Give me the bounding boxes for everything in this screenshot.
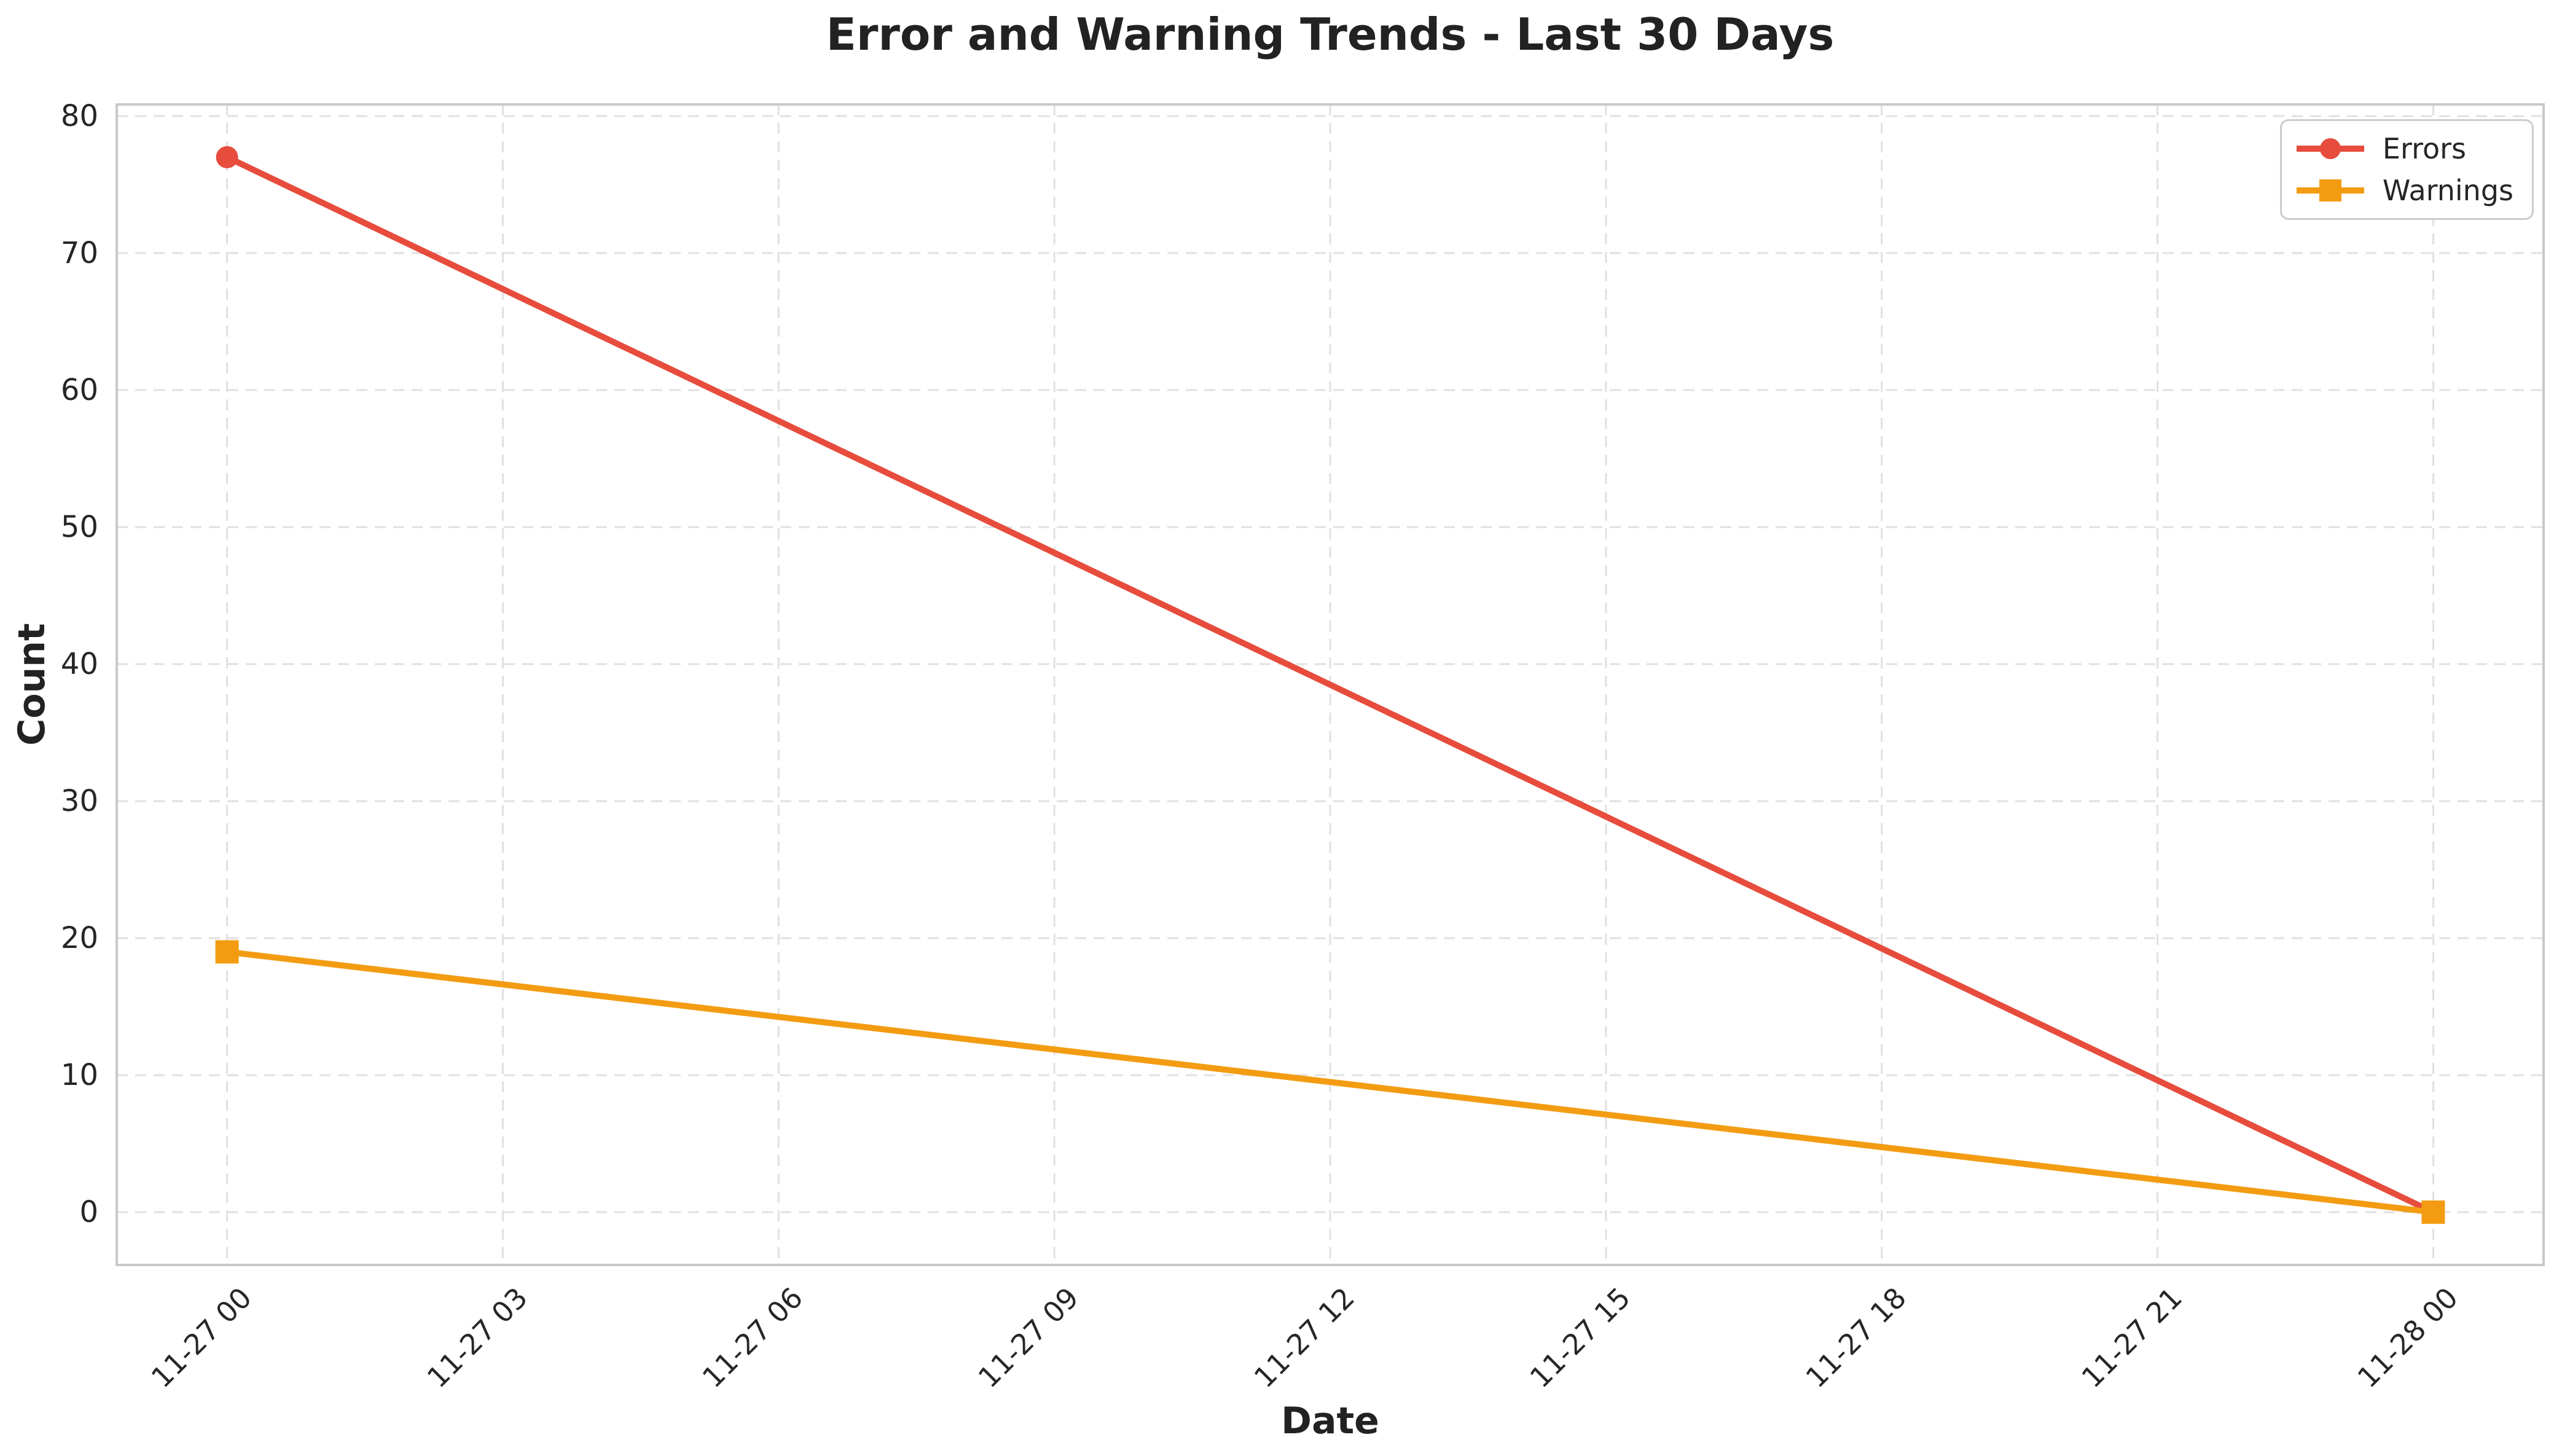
legend-circle-marker-icon — [2296, 138, 2364, 159]
legend-item-warnings: Warnings — [2296, 174, 2513, 207]
series-line-warnings — [224, 949, 2437, 1216]
y-tick-label: 80 — [60, 98, 98, 133]
y-tick-label: 20 — [60, 921, 98, 956]
data-point-errors — [216, 146, 238, 168]
x-axis-label: Date — [1281, 1399, 1379, 1442]
y-tick-label: 30 — [60, 784, 98, 819]
chart-title: Error and Warning Trends - Last 30 Days — [826, 9, 1835, 60]
y-tick-label: 60 — [60, 373, 98, 407]
y-tick-label: 70 — [60, 235, 98, 270]
legend-label-errors: Errors — [2382, 132, 2466, 165]
data-point-warnings — [215, 940, 239, 964]
legend-label-warnings: Warnings — [2382, 174, 2513, 207]
legend-square-marker-icon — [2296, 179, 2364, 202]
plot-border — [116, 103, 2545, 1266]
y-tick-label: 0 — [79, 1195, 98, 1230]
legend-item-errors: Errors — [2296, 132, 2513, 165]
y-tick-label: 10 — [60, 1058, 98, 1093]
series-line-errors — [224, 154, 2437, 1216]
y-tick-label: 40 — [60, 647, 98, 682]
y-tick-label: 50 — [60, 510, 98, 545]
legend: Errors Warnings — [2279, 119, 2534, 220]
data-point-warnings — [2421, 1200, 2445, 1224]
